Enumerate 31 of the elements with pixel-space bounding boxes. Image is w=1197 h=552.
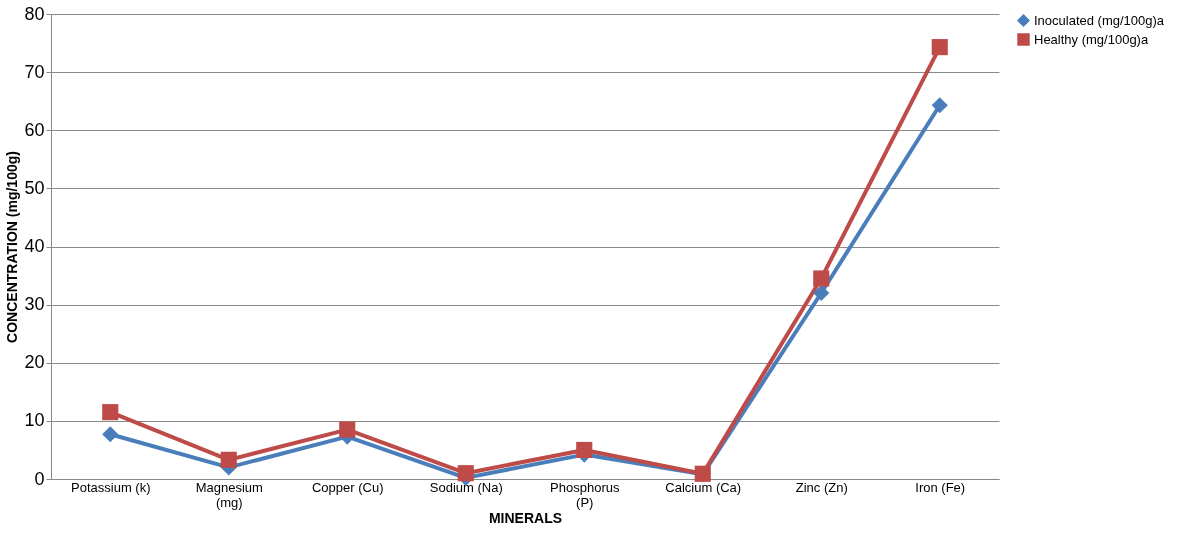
x-tick-label: Sodium (Na) — [429, 479, 503, 495]
point — [339, 421, 356, 438]
y-tick-label: 80 — [24, 3, 45, 24]
x-tick-label: Potassium (k) — [71, 479, 151, 495]
point — [931, 39, 948, 56]
x-tick-label: Calcium (Ca) — [665, 479, 742, 495]
y-axis-title: CONCENTRATION (mg/100g) — [4, 151, 21, 343]
y-tick-label: 0 — [34, 468, 45, 489]
point — [931, 97, 948, 114]
x-axis-title: MINERALS — [488, 509, 563, 526]
point — [102, 426, 119, 443]
point — [576, 441, 593, 458]
x-tick-label: Copper (Cu) — [311, 479, 384, 495]
y-tick-label: 50 — [24, 177, 45, 198]
x-tick-label: Iron (Fe) — [915, 479, 966, 495]
y-tick-label: 40 — [24, 236, 45, 256]
y-tick-label: 10 — [24, 410, 45, 431]
x-tick-label: Magnesium (mg) — [195, 479, 263, 510]
legend-label: Inoculated (mg/100g)a — [1034, 12, 1165, 28]
y-tick-label: 20 — [24, 352, 45, 373]
point — [102, 404, 119, 421]
y-tick-label: 70 — [24, 61, 45, 82]
point — [457, 465, 474, 482]
y-tick-label: 30 — [24, 294, 45, 315]
x-tick-label: Phosphorus (P) — [550, 479, 620, 510]
point — [813, 270, 830, 287]
y-tick-label: 60 — [24, 119, 45, 140]
point — [813, 284, 830, 302]
point — [220, 451, 237, 468]
legend-label: Healthy (mg/100g)a — [1034, 31, 1149, 47]
x-tick-label: Zinc (Zn) — [795, 479, 848, 495]
